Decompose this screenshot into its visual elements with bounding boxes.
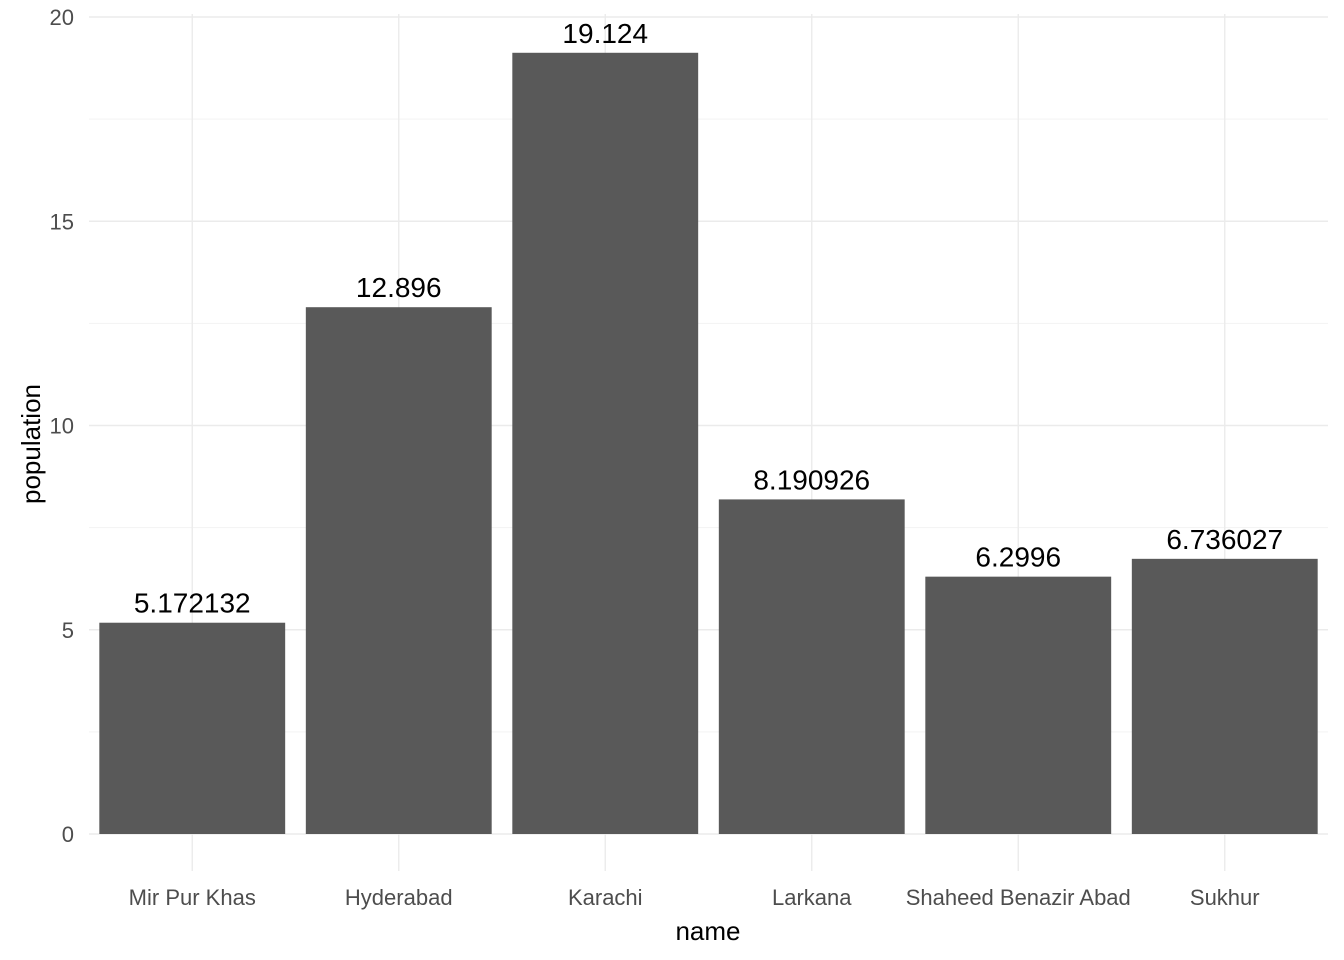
- bar-value-label: 6.736027: [1166, 524, 1283, 555]
- y-tick-label: 20: [50, 5, 74, 30]
- bar-value-label: 12.896: [356, 272, 442, 303]
- y-tick-label: 15: [50, 209, 74, 234]
- bar-value-label: 8.190926: [753, 464, 870, 495]
- x-tick-label: Larkana: [772, 885, 852, 910]
- x-axis-title: name: [675, 916, 740, 946]
- bar-value-label: 5.172132: [134, 588, 251, 619]
- bar: [718, 499, 905, 834]
- x-tick-label: Karachi: [568, 885, 643, 910]
- bar: [305, 307, 492, 835]
- bars: [99, 52, 1318, 835]
- x-tick-label: Shaheed Benazir Abad: [906, 885, 1131, 910]
- bar-value-label: 19.124: [562, 18, 648, 49]
- y-axis-ticks: 0 5 10 15 20: [50, 5, 74, 847]
- x-axis-ticks: Mir Pur Khas Hyderabad Karachi Larkana Shahe…: [129, 885, 1260, 910]
- x-tick-label: Mir Pur Khas: [129, 885, 256, 910]
- y-axis-title: population: [16, 384, 46, 504]
- bar: [1131, 558, 1318, 834]
- bar: [99, 622, 286, 834]
- y-tick-label: 5: [62, 618, 74, 643]
- bar-value-label: 6.2996: [975, 542, 1061, 573]
- bar-value-labels: 5.172132 12.896 19.124 8.190926 6.2996 6.7360…: [134, 18, 1283, 619]
- y-tick-label: 0: [62, 822, 74, 847]
- bar: [925, 576, 1112, 834]
- bar: [512, 52, 699, 834]
- x-tick-label: Hyderabad: [345, 885, 453, 910]
- y-tick-label: 10: [50, 414, 74, 439]
- x-tick-label: Sukhur: [1190, 885, 1260, 910]
